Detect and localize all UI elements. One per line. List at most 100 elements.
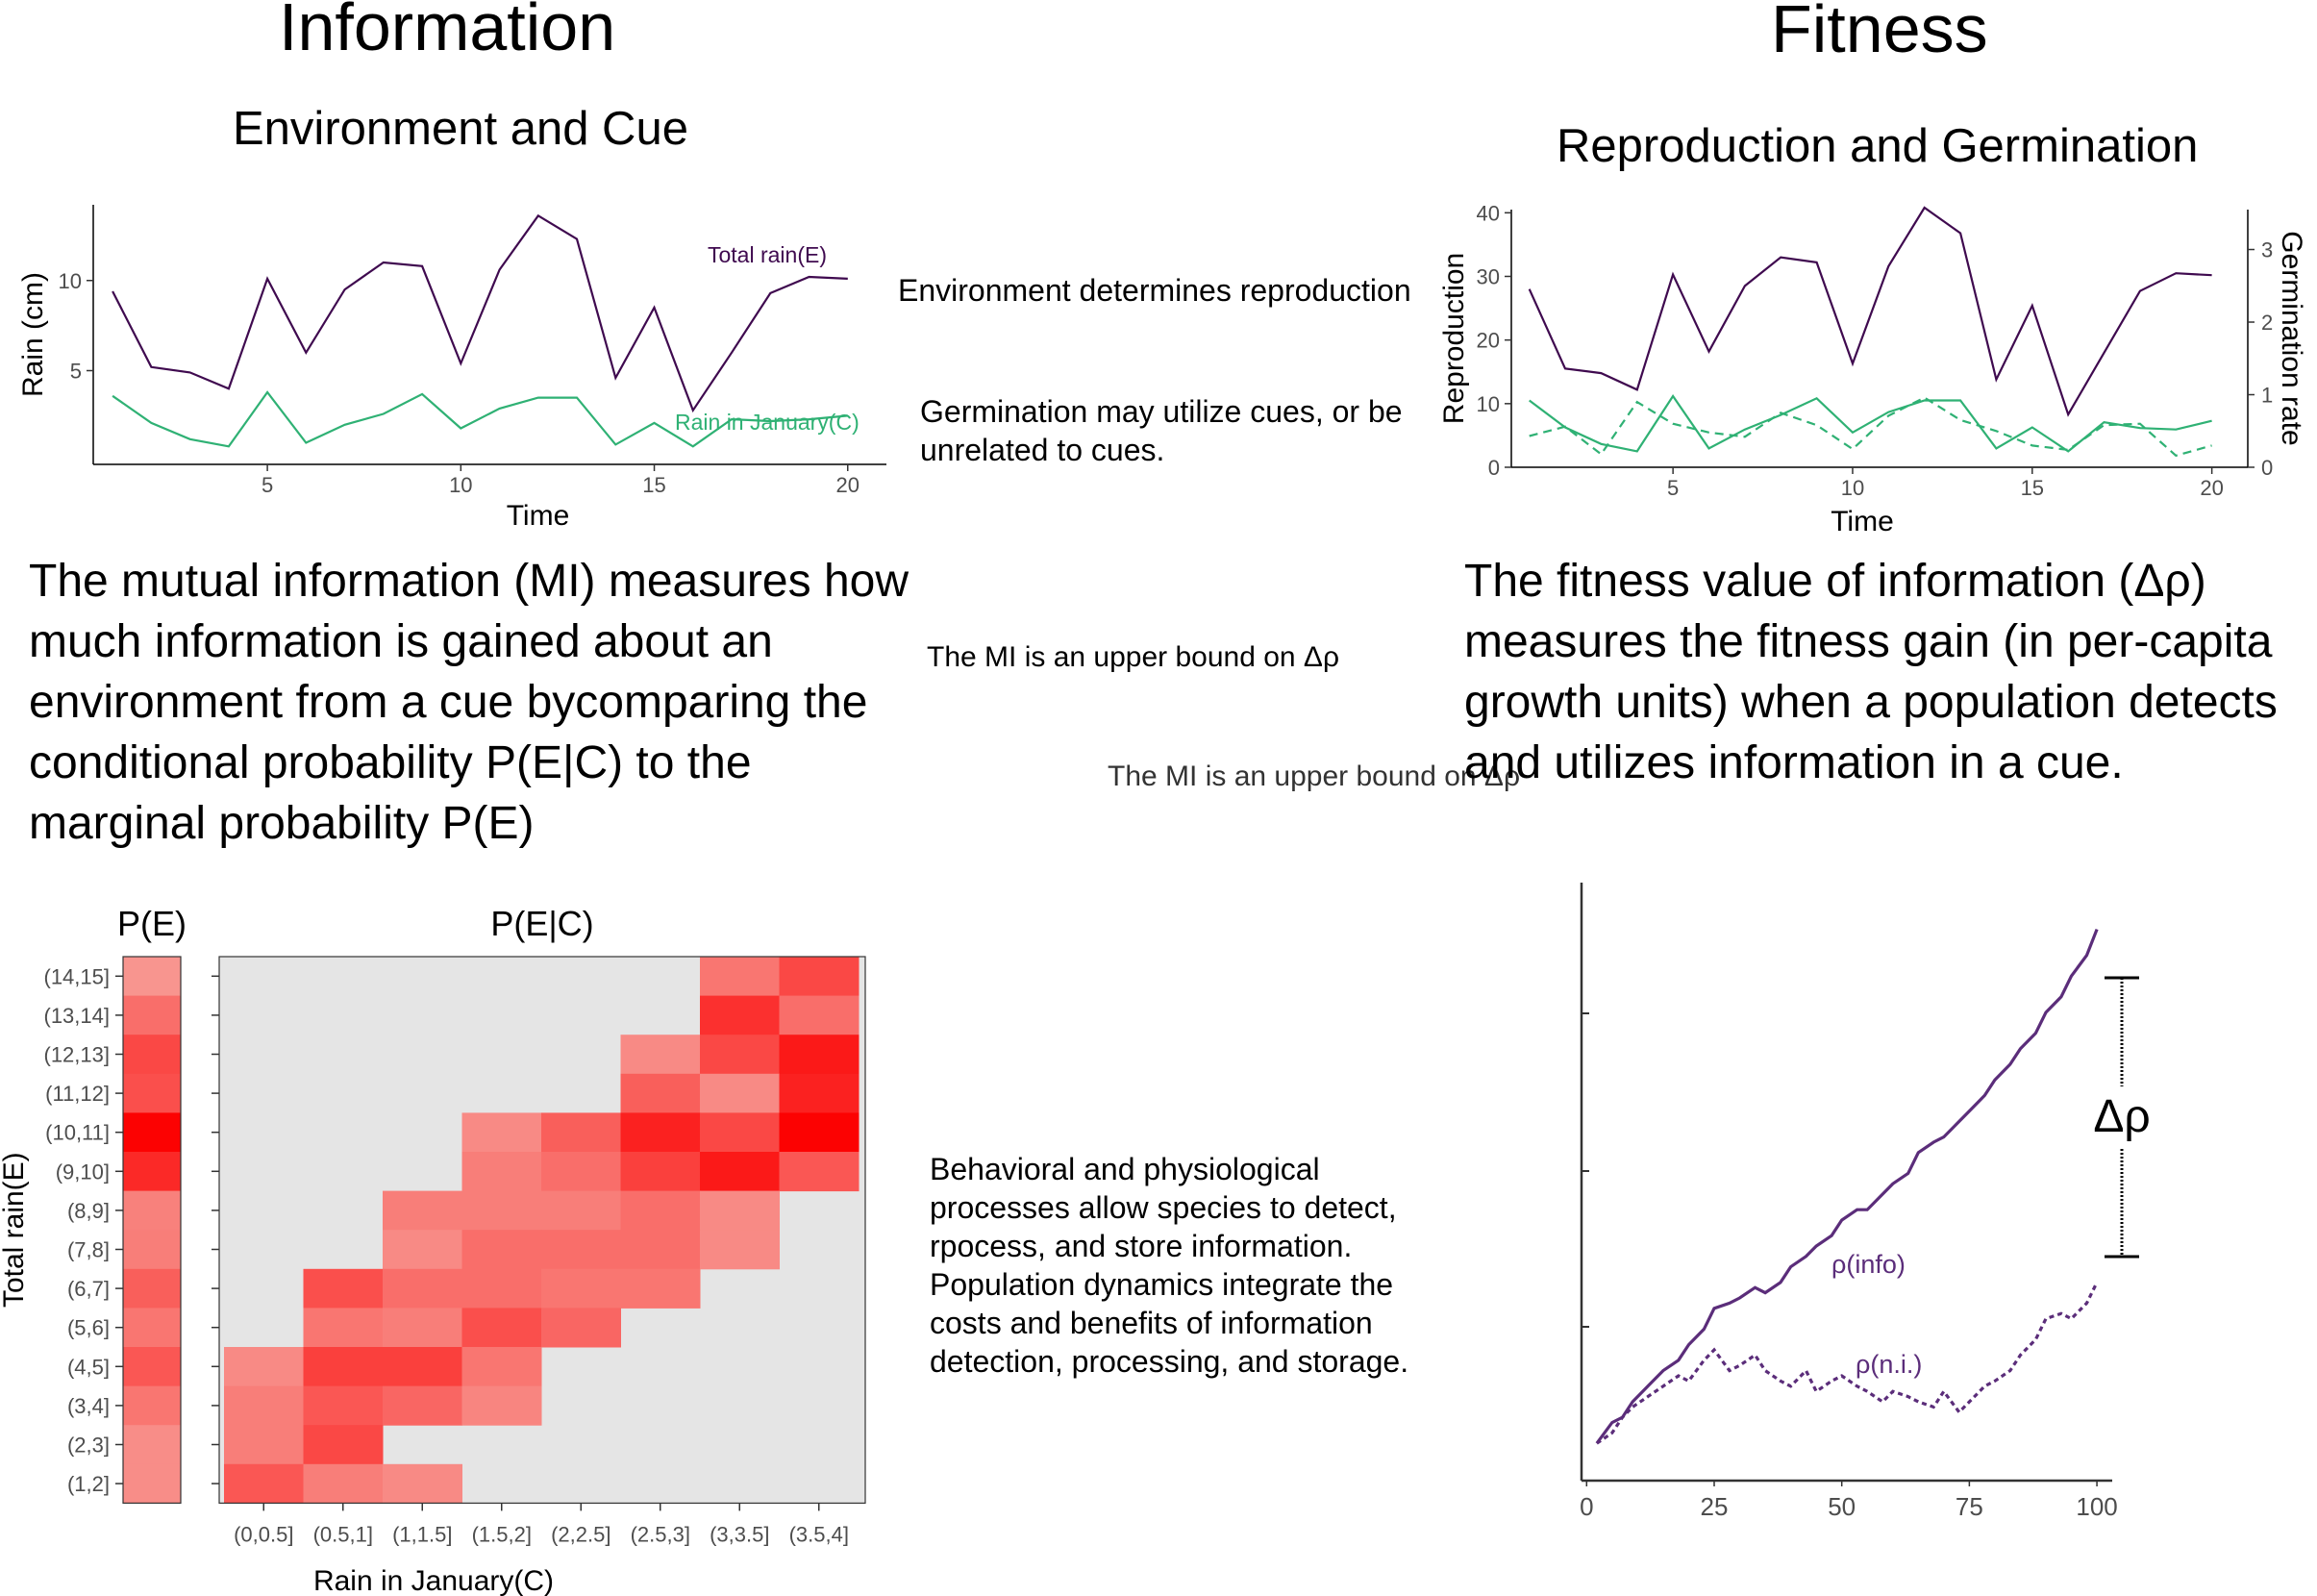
col-tick-label: (3,3.5] [710,1522,769,1546]
p-e-cell [123,1385,181,1426]
p-e-cell [123,1463,181,1504]
row-tick-label: (12,13] [44,1043,111,1067]
mid-annotation-mi-bound: The MI is an upper bound on Δρ [927,641,1340,673]
mid-annotation-processes: Behavioral and physiological processes a… [930,1152,1409,1379]
rho-no-info-series [1596,1282,2099,1445]
right-title: Fitness [1771,0,1988,66]
x-axis-label: Time [1831,506,1894,537]
row-tick-label: (7,8] [67,1238,110,1262]
p-e-given-c-cell [461,1347,542,1387]
germination-no-cue-series [1529,396,2212,458]
row-tick-label: (5,6] [67,1316,110,1340]
p-e-cell [123,1268,181,1309]
p-e-given-c-cell [303,1268,384,1309]
x-tick-label: 100 [2076,1492,2117,1521]
p-e-given-c-cell [383,1308,462,1348]
row-tick-label: (13,14] [44,1004,111,1028]
row-tick-label: (8,9] [67,1199,110,1223]
col-tick-label: (2.5,3] [631,1522,690,1546]
p-e-given-c-cell [541,1268,621,1309]
y-tick-label: 30 [1477,264,1500,288]
y-axis-label: Rain (cm) [17,272,49,397]
row-tick-label: (11,12] [45,1082,110,1106]
heatmap-y-axis-label: Total rain(E) [0,1152,30,1308]
p-e-given-c-cell [620,1073,701,1113]
p-e-given-c-cell [541,1112,621,1153]
p-e-given-c-cell [461,1152,542,1192]
fitness-line-1: The fitness value of information (Δρ) [1464,556,2206,607]
p-e-given-c-cell [303,1425,384,1465]
p-e-cell [123,1152,181,1192]
p-e-given-c-cell [303,1385,384,1426]
row-tick-label: (2,3] [67,1434,110,1458]
p-e-given-c-cell [700,1152,780,1192]
p-e-given-c-cell [541,1308,621,1348]
p-e-cell [123,1230,181,1270]
delta-rho-label: Δρ [2093,1091,2150,1142]
left-title: Information [279,0,616,64]
p-e-cell [123,1425,181,1465]
y-tick-label: 40 [1477,201,1500,225]
fitness-line-3: growth units) when a population detects [1464,677,2278,728]
p-e-given-c-cell [224,1347,304,1387]
x-tick-label: 5 [262,473,273,497]
row-tick-label: (14,15] [44,964,111,988]
p-e-given-c-cell [700,1073,780,1113]
total-rain-legend-label: Total rain(E) [708,242,827,267]
p-e-cell [123,1190,181,1231]
row-tick-label: (1,2] [67,1472,110,1496]
p-e-given-c-cell [224,1463,304,1504]
reproduction-series [1528,206,2212,417]
col-tick-label: (3.5,4] [789,1522,849,1546]
p-e-given-c-cell [383,1463,462,1504]
p-e-cell [123,1347,181,1387]
january-rain-series [112,390,848,448]
p-e-given-c-cell [779,1152,860,1192]
fitness-line-4: and utilizes information in a cue. [1464,737,2124,788]
rho-info-label: ρ(info) [1831,1250,1906,1279]
p-e-cell [123,995,181,1035]
p-e-given-c-cell [461,1230,542,1270]
p-e-given-c-cell [461,1112,542,1153]
p-e-given-c-cell [303,1463,384,1504]
y-right-tick-label: 2 [2261,311,2273,335]
p-e-given-c-cell [779,1073,860,1113]
y-tick-label: 10 [59,269,82,293]
x-tick-label: 0 [1580,1492,1593,1521]
row-tick-label: (3,4] [67,1394,110,1418]
col-tick-label: (1,1.5] [392,1522,452,1546]
p-e-cell [123,957,181,997]
row-tick-label: (4,5] [67,1355,110,1379]
p-e-given-c-cell [700,1112,780,1153]
x-tick-label: 5 [1667,476,1679,500]
p-e-given-c-cell [700,957,780,997]
left-subtitle: Environment and Cue [233,103,688,155]
p-e-given-c-cell [541,1152,621,1192]
p-e-given-c-cell [383,1190,462,1231]
y-tick-label: 10 [1477,392,1500,416]
p-e-given-c-cell [700,995,780,1035]
heatmap-x-axis-label: Rain in January(C) [313,1565,554,1596]
x-tick-label: 50 [1828,1492,1856,1521]
p-e-cell [123,1308,181,1348]
p-e-given-c-cell [224,1385,304,1426]
fitness-line-2: measures the fitness gain (in per-capita [1464,616,2273,667]
y-right-tick-label: 0 [2261,456,2273,480]
p-e-given-c-cell [383,1268,462,1309]
y-axis-label: Reproduction [1438,253,1470,424]
y-tick-label: 5 [70,360,82,384]
p-e-given-c-cell [620,1268,701,1309]
col-tick-label: (0.5,1] [313,1522,373,1546]
p-e-given-c-cell [779,995,860,1035]
mid-annotation-mi-bound-ghost: The MI is an upper bound on Δρ [1108,761,1521,792]
p-e-given-c-cell [383,1385,462,1426]
x-tick-label: 20 [2200,476,2223,500]
p-e-cell [123,1035,181,1075]
mutual-information-paragraph: The mutual information (MI) measures how… [29,556,909,849]
p-e-given-c-cell [461,1308,542,1348]
p-e-given-c-cell [620,1230,701,1270]
col-tick-label: (2,2.5] [551,1522,610,1546]
p-e-given-c-cell [541,1230,621,1270]
